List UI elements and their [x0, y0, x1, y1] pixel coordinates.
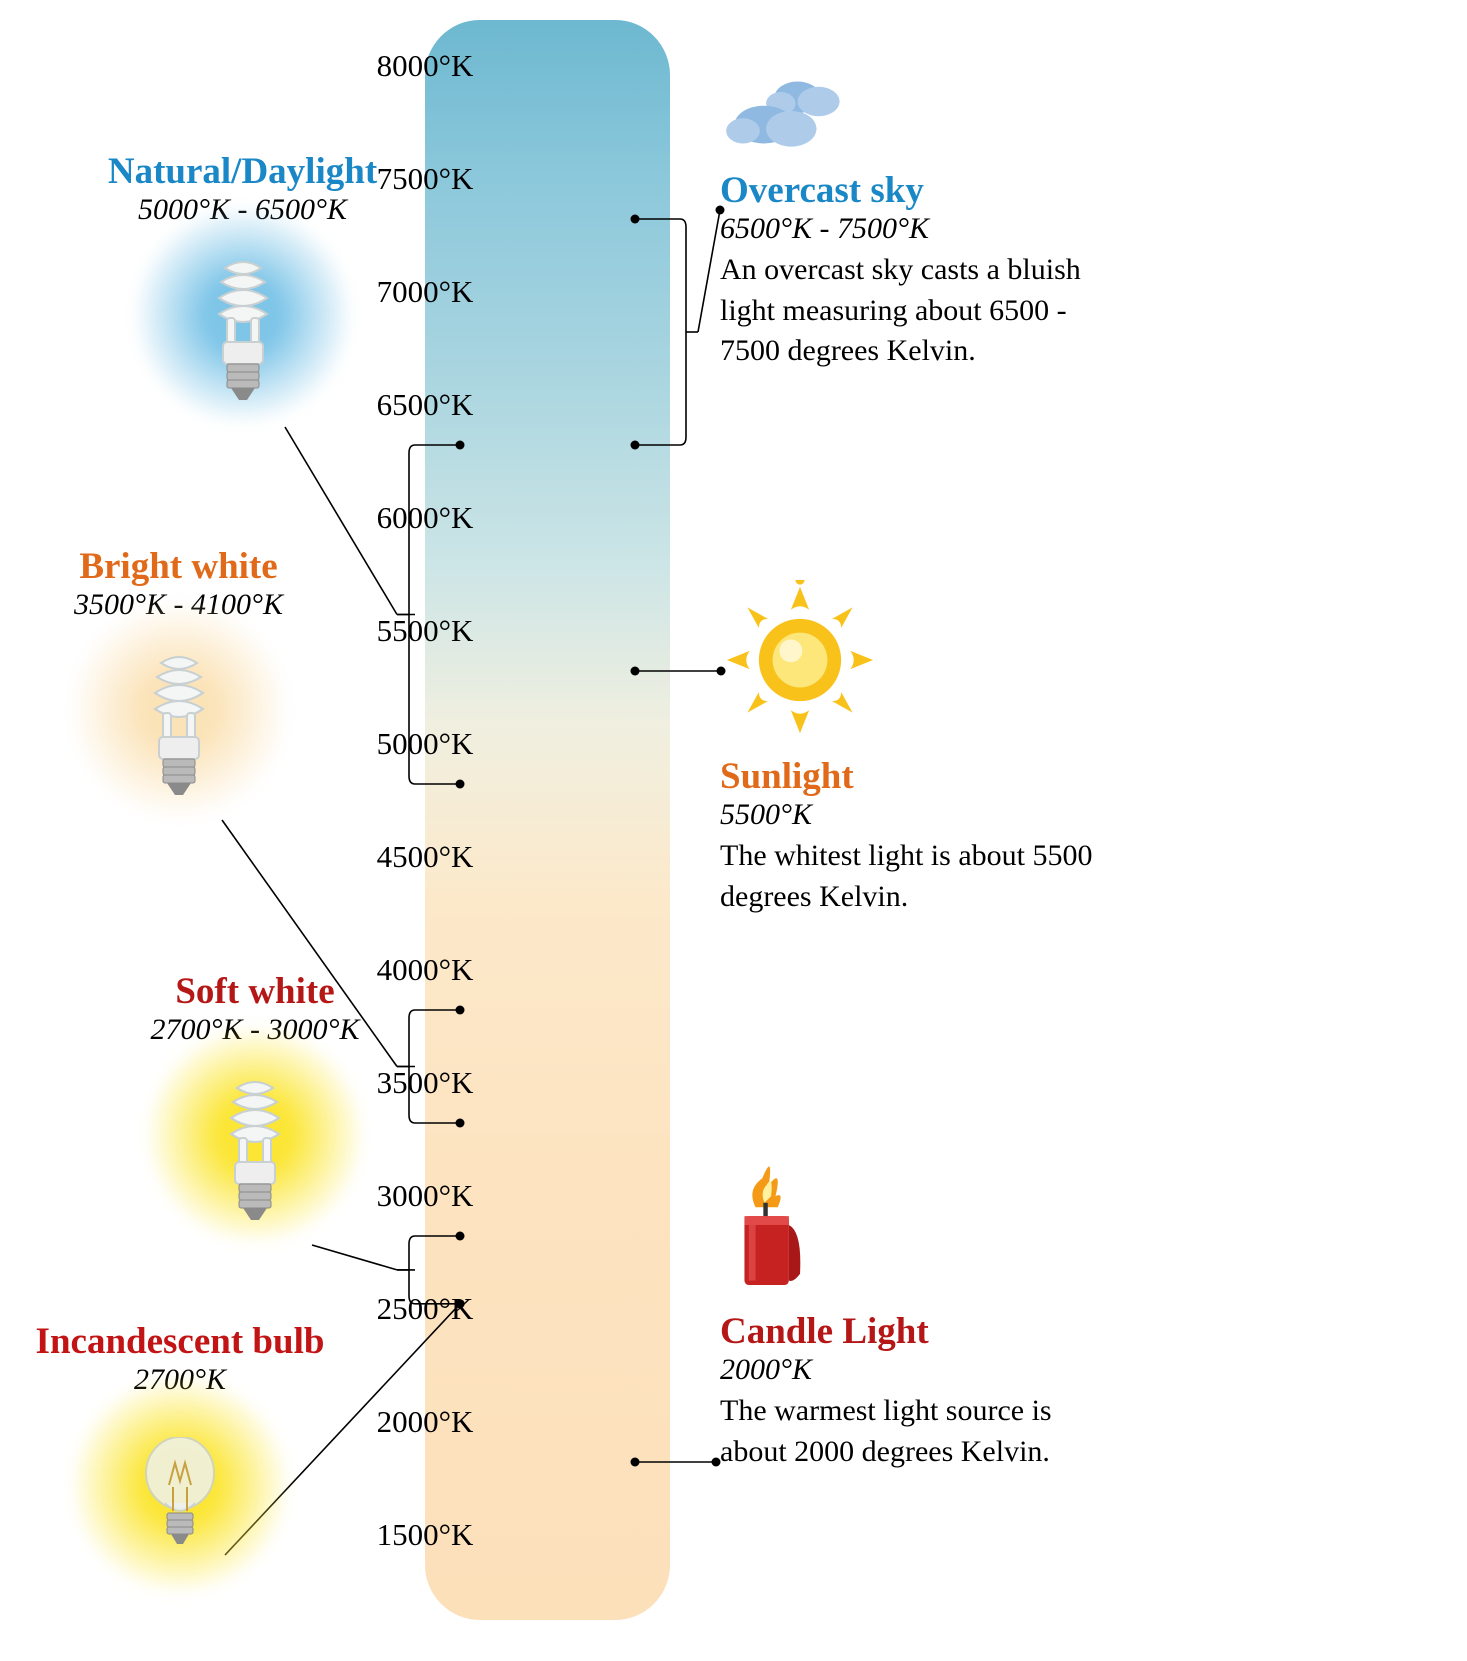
- right-item-overcast: Overcast sky6500°K - 7500°K An overcast s…: [720, 70, 1100, 372]
- left-item-daylight: Natural/Daylight5000°K - 6500°K: [70, 150, 415, 435]
- cfl-bulb-icon: [99, 630, 259, 830]
- right-item-subtitle: 2000°K: [720, 1353, 1100, 1387]
- left-item-title: Soft white: [100, 970, 410, 1013]
- left-item-soft-white: Soft white2700°K - 3000°K: [100, 970, 410, 1255]
- left-item-title: Bright white: [6, 545, 351, 588]
- right-item-body: The whitest light is about 5500 degrees …: [720, 836, 1100, 917]
- cfl-bulb-icon: [163, 235, 323, 435]
- left-item-incandescent: Incandescent bulb2700°K: [0, 1320, 360, 1605]
- right-item-candle: Candle Light2000°K The warmest light sour…: [720, 1155, 1100, 1472]
- right-item-sunlight: Sunlight5500°K The whitest light is about…: [720, 580, 1100, 917]
- right-item-title: Overcast sky: [720, 169, 1100, 212]
- incandescent-bulb-icon: [100, 1405, 260, 1605]
- left-item-bright-white: Bright white3500°K - 4100°K: [6, 545, 351, 830]
- right-item-body: The warmest light source is about 2000 d…: [720, 1391, 1100, 1472]
- sun-icon: [720, 580, 1100, 745]
- cfl-bulb-icon: [175, 1055, 335, 1255]
- left-item-title: Natural/Daylight: [70, 150, 415, 193]
- scale-tick: 6000°K: [303, 500, 548, 538]
- right-item-body: An overcast sky casts a bluish light mea…: [720, 250, 1100, 372]
- clouds-icon: [720, 70, 1100, 159]
- scale-tick: 8000°K: [303, 48, 548, 86]
- kelvin-scale-column: [425, 20, 670, 1620]
- candle-icon: [720, 1155, 1100, 1300]
- left-item-title: Incandescent bulb: [0, 1320, 360, 1363]
- right-item-subtitle: 5500°K: [720, 798, 1100, 832]
- scale-tick: 4500°K: [303, 839, 548, 877]
- right-item-subtitle: 6500°K - 7500°K: [720, 212, 1100, 246]
- right-item-title: Candle Light: [720, 1310, 1100, 1353]
- right-item-title: Sunlight: [720, 755, 1100, 798]
